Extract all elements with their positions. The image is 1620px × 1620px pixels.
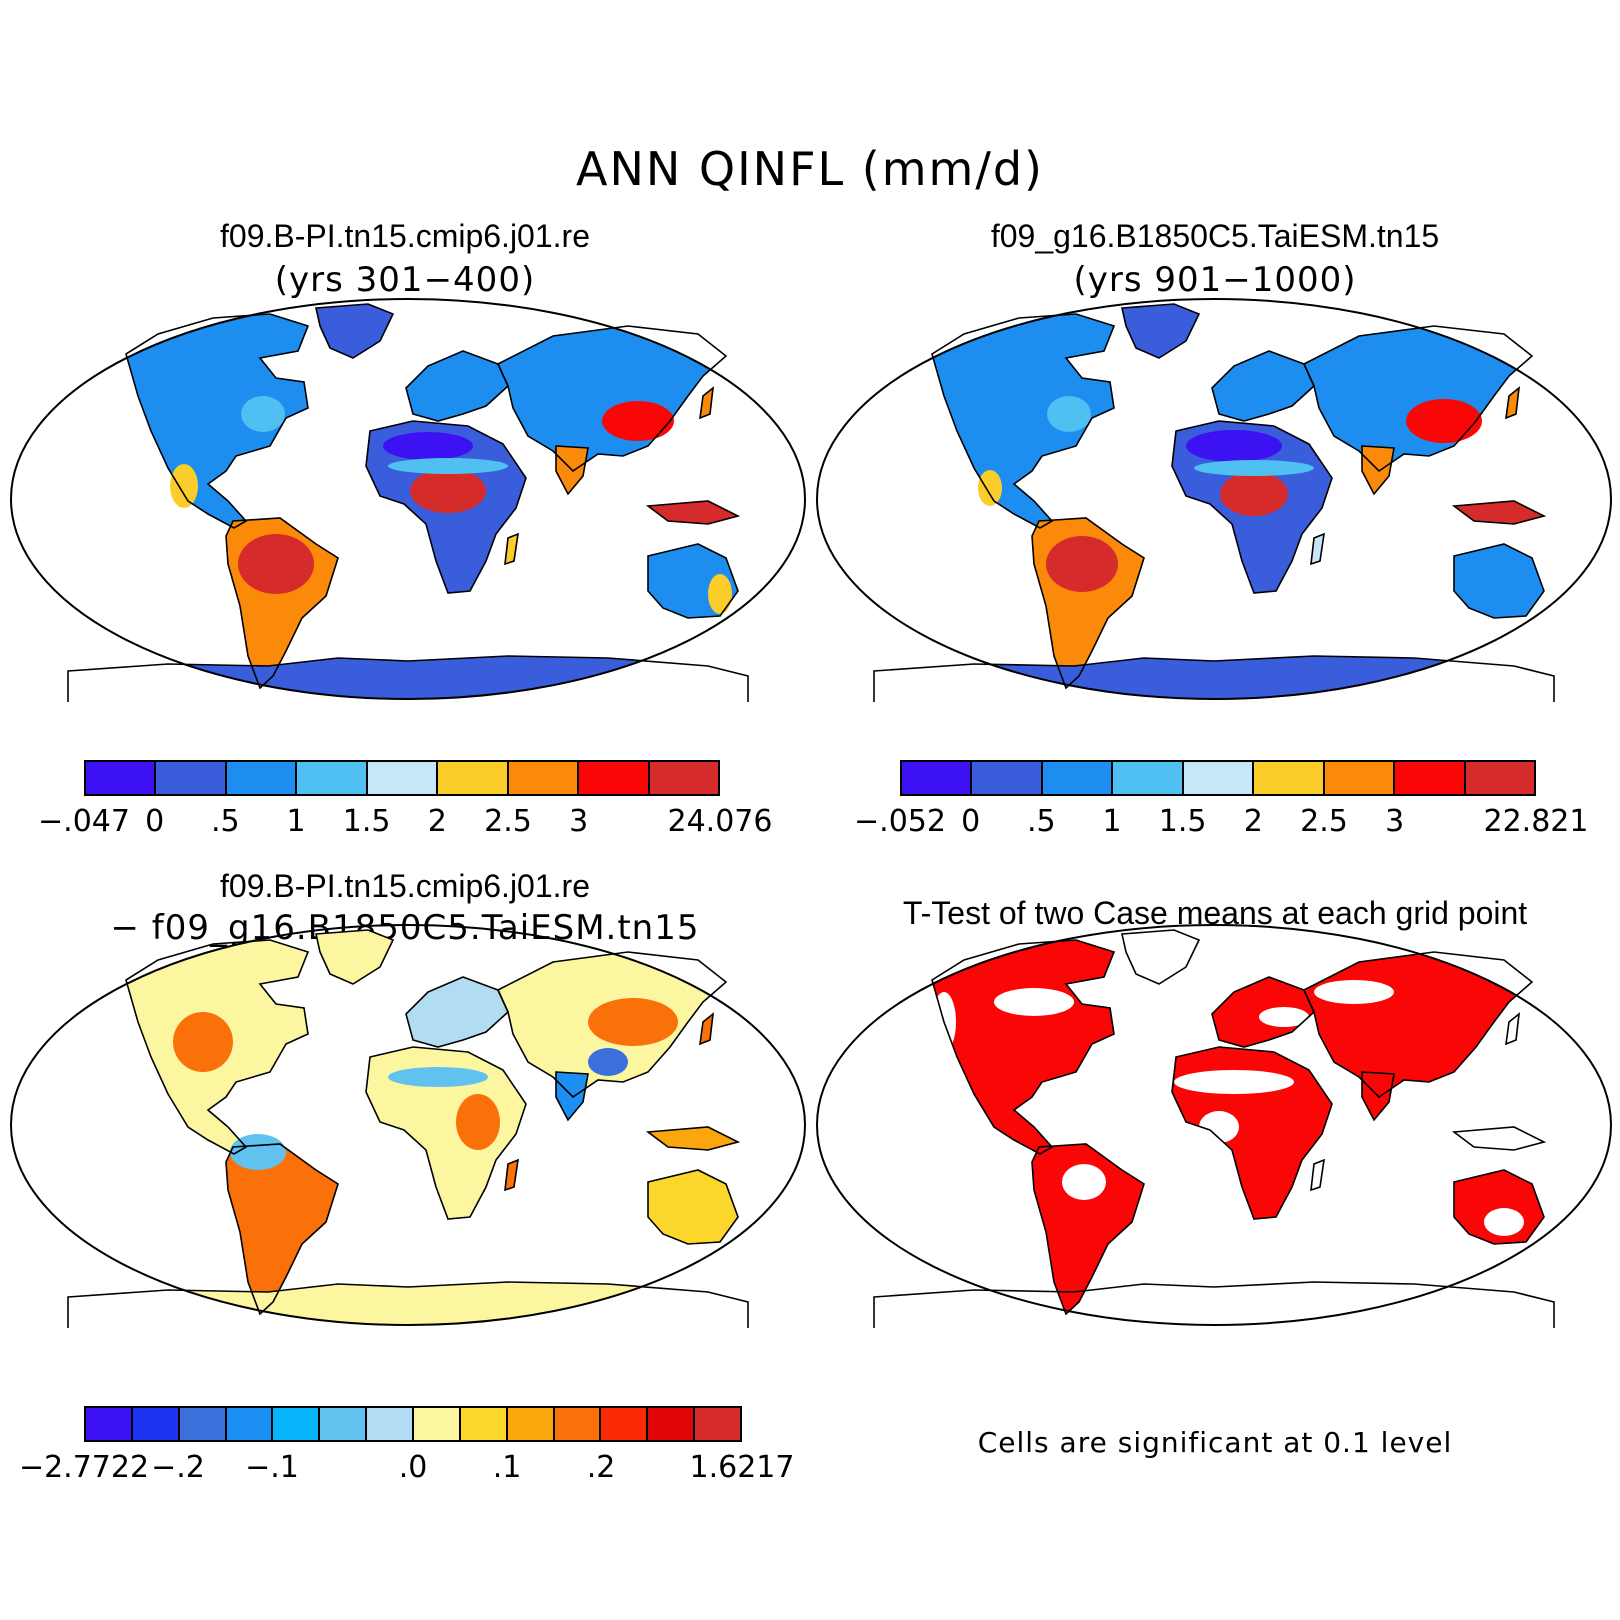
cb1-swatch-6 — [508, 762, 580, 794]
cb3-swatch-5 — [320, 1408, 368, 1440]
cb3-swatch-7 — [414, 1408, 461, 1440]
map-frame — [10, 924, 806, 1326]
cb3-swatch-2 — [179, 1408, 227, 1440]
map-frame — [816, 924, 1612, 1326]
map-case1 — [10, 298, 806, 702]
cb3-swatch-9 — [507, 1408, 555, 1440]
map-difference — [10, 924, 806, 1328]
cb3-swatch-4 — [273, 1408, 321, 1440]
cb3-tick-label: 1.6217 — [689, 1450, 795, 1485]
cb2-swatch-2 — [1042, 762, 1114, 794]
cb2-tick-label: .5 — [1027, 804, 1056, 839]
colorbar-difference — [84, 1406, 742, 1442]
colorbar-case2 — [900, 760, 1536, 796]
greenland-region — [316, 304, 393, 358]
antarctica-region — [68, 656, 748, 699]
cb1-tick-label: 1 — [286, 804, 306, 839]
cb2-tick-label: 1.5 — [1158, 804, 1207, 839]
cb2-swatch-5 — [1254, 762, 1325, 794]
cb3-swatch-0 — [86, 1408, 133, 1440]
cb3-tick-label: −.1 — [245, 1450, 299, 1485]
panel-tr-years: (yrs 901−1000) — [1073, 260, 1357, 300]
asia-region — [1304, 326, 1532, 471]
panel-bl-diff-case: − f09_g16.B1850C5.TaiESM.tn15 — [110, 908, 700, 948]
cb3-tick-label: .2 — [586, 1450, 616, 1485]
cb1-tick-label: 1.5 — [342, 804, 391, 839]
cb1-swatch-0 — [86, 762, 157, 794]
cb1-tick-label: 2.5 — [484, 804, 532, 839]
cb1-tick-label: 2 — [427, 804, 447, 839]
cb3-swatch-11 — [601, 1408, 649, 1440]
greenland-region — [1122, 304, 1199, 358]
colorbar-case1 — [84, 760, 720, 796]
cb2-swatch-7 — [1395, 762, 1466, 794]
cb3-swatch-13 — [695, 1408, 741, 1440]
map-frame — [816, 298, 1612, 700]
greenland-region — [316, 930, 393, 984]
panel-tr-case-name: f09_g16.B1850C5.TaiESM.tn15 — [990, 218, 1440, 254]
cb2-tick-label: 22.821 — [1483, 804, 1589, 839]
cb1-swatch-8 — [649, 762, 718, 794]
cb2-tick-label: 2 — [1243, 804, 1263, 839]
cb3-tick-label: .1 — [492, 1450, 522, 1485]
cb1-swatch-5 — [438, 762, 509, 794]
cb3-swatch-12 — [648, 1408, 696, 1440]
cb3-swatch-10 — [554, 1408, 602, 1440]
cb1-tick-label: −.047 — [38, 804, 130, 839]
cb3-swatch-3 — [226, 1408, 274, 1440]
cb3-tick-label: −2.7722 — [18, 1450, 150, 1485]
panel-tl-case-name: f09.B-PI.tn15.cmip6.j01.re — [220, 218, 590, 254]
cb2-swatch-0 — [902, 762, 973, 794]
cb2-tick-label: 1 — [1102, 804, 1122, 839]
cb1-swatch-3 — [297, 762, 368, 794]
antarctica-region — [874, 656, 1554, 699]
map-frame — [10, 298, 806, 700]
significance-note: Cells are significant at 0.1 level — [977, 1426, 1453, 1459]
cb1-swatch-7 — [579, 762, 650, 794]
cb1-tick-label: .5 — [211, 804, 240, 839]
cb2-swatch-3 — [1113, 762, 1184, 794]
panel-tl-years: (yrs 301−400) — [274, 260, 536, 300]
cb2-tick-label: −.052 — [854, 804, 946, 839]
cb1-tick-label: 3 — [569, 804, 589, 839]
cb3-swatch-6 — [367, 1408, 415, 1440]
map-case2 — [816, 298, 1612, 702]
antarctica-region — [68, 1282, 748, 1325]
cb2-tick-label: 2.5 — [1300, 804, 1348, 839]
cb2-tick-label: 0 — [961, 804, 981, 839]
cb3-tick-label: .0 — [398, 1450, 428, 1485]
cb1-swatch-4 — [367, 762, 439, 794]
cb2-swatch-6 — [1324, 762, 1396, 794]
cb3-swatch-8 — [460, 1408, 508, 1440]
cb2-tick-label: 3 — [1385, 804, 1405, 839]
figure-title: ANN QINFL (mm/d) — [575, 142, 1044, 196]
panel-bl-case-name: f09.B-PI.tn15.cmip6.j01.re — [220, 868, 590, 904]
cb1-tick-label: 0 — [145, 804, 165, 839]
asia-region — [498, 326, 726, 471]
cb2-swatch-8 — [1465, 762, 1534, 794]
cb2-swatch-4 — [1183, 762, 1255, 794]
cb1-tick-label: 24.076 — [667, 804, 773, 839]
cb3-swatch-1 — [132, 1408, 180, 1440]
cb2-swatch-1 — [972, 762, 1043, 794]
cb1-swatch-1 — [156, 762, 227, 794]
map-ttest — [816, 924, 1612, 1328]
cb3-tick-label: −.2 — [151, 1450, 205, 1485]
cb1-swatch-2 — [226, 762, 298, 794]
